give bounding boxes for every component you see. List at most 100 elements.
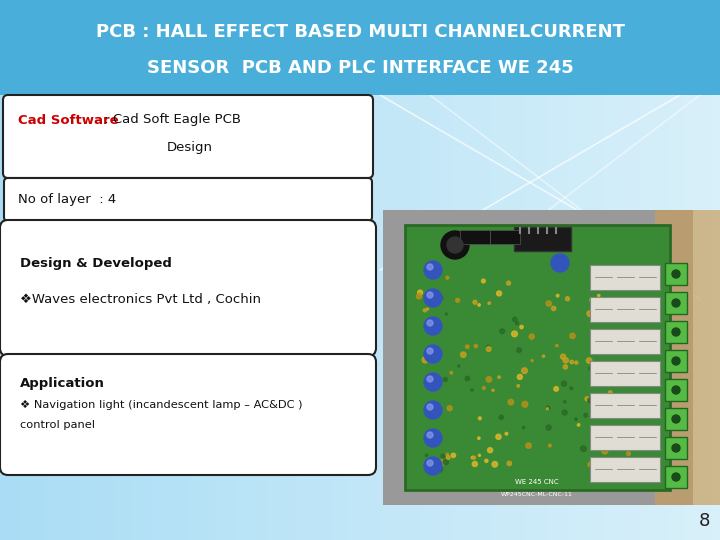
Circle shape <box>433 463 438 468</box>
Circle shape <box>563 364 567 369</box>
Text: Design & Developed: Design & Developed <box>20 256 172 269</box>
Circle shape <box>521 368 527 374</box>
Circle shape <box>672 386 680 394</box>
Circle shape <box>466 345 469 348</box>
FancyBboxPatch shape <box>590 361 660 386</box>
Circle shape <box>599 330 603 334</box>
Text: ❖ Navigation light (incandescent lamp – AC&DC ): ❖ Navigation light (incandescent lamp – … <box>20 400 302 410</box>
Circle shape <box>617 362 619 365</box>
Circle shape <box>478 454 480 456</box>
Circle shape <box>446 313 447 315</box>
Text: control panel: control panel <box>20 420 95 430</box>
Circle shape <box>487 345 490 349</box>
Text: WP245CNC-ML-CNC-11: WP245CNC-ML-CNC-11 <box>501 492 573 497</box>
Circle shape <box>427 292 433 298</box>
Circle shape <box>565 297 570 301</box>
Circle shape <box>608 391 612 394</box>
Circle shape <box>441 231 469 259</box>
Text: No of layer  : 4: No of layer : 4 <box>18 193 116 206</box>
Circle shape <box>585 397 589 401</box>
Circle shape <box>427 432 433 438</box>
FancyBboxPatch shape <box>655 210 720 505</box>
Circle shape <box>672 328 680 336</box>
Circle shape <box>498 376 500 379</box>
Circle shape <box>487 448 492 453</box>
Circle shape <box>424 373 442 391</box>
Circle shape <box>446 456 450 460</box>
Circle shape <box>570 360 573 364</box>
Circle shape <box>444 460 449 464</box>
Circle shape <box>482 279 485 283</box>
Circle shape <box>615 300 618 305</box>
Circle shape <box>424 317 442 335</box>
Circle shape <box>586 358 592 363</box>
Circle shape <box>546 301 552 306</box>
Circle shape <box>602 448 608 454</box>
FancyBboxPatch shape <box>665 408 687 430</box>
Circle shape <box>437 467 443 472</box>
Circle shape <box>522 427 525 429</box>
Circle shape <box>426 308 428 310</box>
Circle shape <box>616 279 618 282</box>
Circle shape <box>505 433 508 435</box>
Circle shape <box>557 294 559 297</box>
Circle shape <box>575 418 577 420</box>
Circle shape <box>564 401 566 403</box>
Circle shape <box>424 457 442 475</box>
Circle shape <box>570 387 572 390</box>
FancyBboxPatch shape <box>3 95 373 178</box>
Circle shape <box>626 452 631 456</box>
Circle shape <box>593 363 598 369</box>
Circle shape <box>672 270 680 278</box>
Circle shape <box>517 384 520 387</box>
Circle shape <box>486 347 491 352</box>
Circle shape <box>552 306 556 310</box>
Circle shape <box>560 354 566 359</box>
Circle shape <box>580 446 586 451</box>
Text: Design: Design <box>167 141 213 154</box>
Circle shape <box>492 462 498 467</box>
Circle shape <box>447 237 463 253</box>
Circle shape <box>549 444 552 447</box>
Circle shape <box>599 396 604 401</box>
FancyBboxPatch shape <box>4 178 372 221</box>
FancyBboxPatch shape <box>590 393 660 418</box>
Circle shape <box>621 398 626 403</box>
Circle shape <box>422 357 428 363</box>
Circle shape <box>485 459 488 462</box>
Circle shape <box>444 377 447 382</box>
Circle shape <box>598 294 600 296</box>
Circle shape <box>446 453 449 456</box>
Circle shape <box>488 302 490 305</box>
Circle shape <box>496 434 501 440</box>
Circle shape <box>474 345 477 348</box>
Circle shape <box>577 424 580 426</box>
Circle shape <box>513 317 517 321</box>
FancyBboxPatch shape <box>405 225 670 490</box>
Circle shape <box>563 357 568 363</box>
Circle shape <box>589 367 593 370</box>
FancyBboxPatch shape <box>590 297 660 322</box>
Circle shape <box>588 462 592 467</box>
Circle shape <box>427 404 433 410</box>
Circle shape <box>472 456 474 459</box>
Circle shape <box>556 345 558 347</box>
Text: 8: 8 <box>698 512 710 530</box>
Circle shape <box>482 387 485 389</box>
Circle shape <box>486 377 492 382</box>
Circle shape <box>426 328 430 332</box>
Circle shape <box>492 389 494 392</box>
FancyBboxPatch shape <box>665 321 687 343</box>
Circle shape <box>465 376 469 381</box>
Circle shape <box>471 389 473 392</box>
Circle shape <box>562 381 567 386</box>
FancyBboxPatch shape <box>590 329 660 354</box>
Circle shape <box>423 309 426 312</box>
Circle shape <box>473 300 477 304</box>
Circle shape <box>590 298 594 302</box>
Circle shape <box>620 319 622 321</box>
Circle shape <box>499 415 503 420</box>
FancyBboxPatch shape <box>665 350 687 372</box>
Text: WE 245 CNC: WE 245 CNC <box>516 479 559 485</box>
Circle shape <box>416 294 422 299</box>
